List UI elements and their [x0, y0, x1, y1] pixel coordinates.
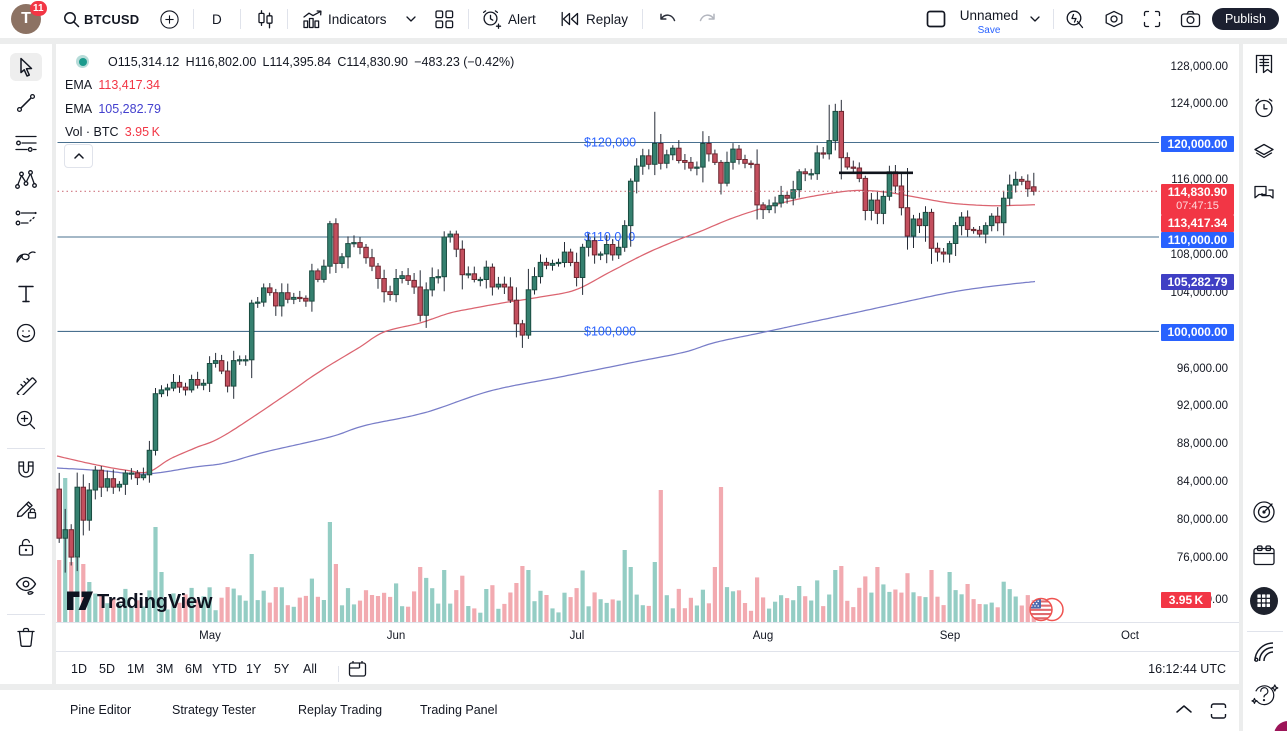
svg-text:TradingView: TradingView — [97, 591, 213, 613]
svg-text:$110,000: $110,000 — [584, 230, 635, 244]
svg-text:$100,000: $100,000 — [584, 324, 636, 338]
svg-text:$120,000: $120,000 — [584, 136, 636, 150]
